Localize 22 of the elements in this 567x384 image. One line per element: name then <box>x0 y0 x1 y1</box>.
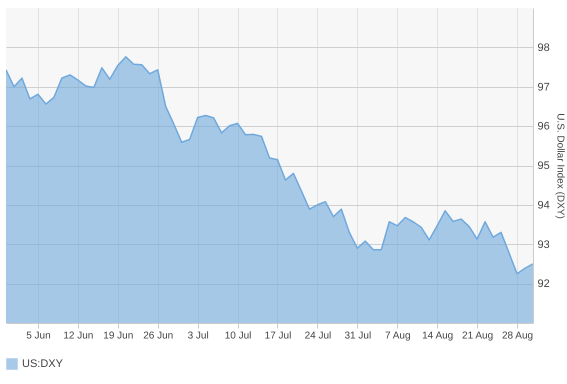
x-tick-label: 3 Jul <box>188 330 209 342</box>
x-tick-label: 12 Jun <box>63 330 94 342</box>
x-tick-label: 14 Aug <box>422 330 454 342</box>
x-tick-label: 10 Jul <box>224 330 252 342</box>
y-tick-label: 93 <box>538 238 550 251</box>
x-tick-label: 31 Jul <box>344 330 372 342</box>
y-tick-label: 98 <box>538 42 550 54</box>
y-tick-label: 96 <box>538 120 550 133</box>
x-tick-label: 17 Jul <box>264 330 292 342</box>
x-tick-label: 26 Jun <box>143 330 174 342</box>
x-tick-label: 5 Jun <box>26 330 51 342</box>
y-tick-label: 95 <box>538 160 550 172</box>
y-axis-title: U.S. Dollar Index (DXY) <box>554 113 566 219</box>
x-tick-label: 21 Aug <box>462 330 494 342</box>
y-tick-label: 92 <box>538 278 550 290</box>
x-tick-label: 28 Aug <box>502 330 534 342</box>
x-tick-label: 19 Jun <box>103 330 134 342</box>
y-tick-label: 94 <box>538 199 550 212</box>
x-tick-label: 24 Jul <box>304 330 332 342</box>
x-tick-label: 7 Aug <box>384 330 411 342</box>
legend-label: US:DXY <box>22 358 64 370</box>
y-tick-label: 97 <box>538 81 550 94</box>
